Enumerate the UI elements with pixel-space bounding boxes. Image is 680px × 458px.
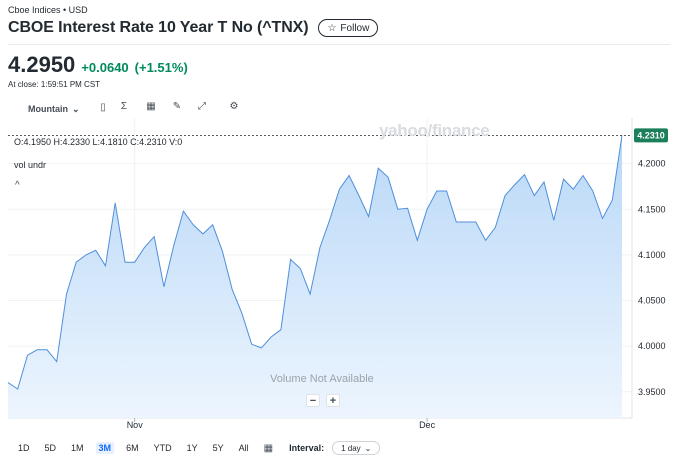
last-price-badge-bg bbox=[634, 128, 668, 143]
range-6m[interactable]: 6M bbox=[126, 443, 139, 453]
x-tick-label: Nov bbox=[127, 420, 144, 430]
chart-mode-label: Mountain bbox=[28, 104, 68, 114]
range-5d[interactable]: 5D bbox=[44, 443, 57, 453]
y-tick-label: 4.2000 bbox=[638, 159, 666, 169]
y-axis: 4.2000 4.1500 4.1000 4.0500 4.0000 3.9500 bbox=[638, 159, 666, 397]
zoom-in-button[interactable]: + bbox=[326, 394, 340, 407]
last-price-label: 4.2310 bbox=[637, 130, 665, 140]
sigma-icon[interactable]: Σ bbox=[120, 101, 128, 112]
range-3m[interactable]: 3M bbox=[95, 442, 115, 454]
chevron-down-icon: ⌄ bbox=[364, 443, 372, 453]
x-axis: NovDec2026 bbox=[127, 418, 436, 430]
y-tick-label: 4.0500 bbox=[638, 296, 666, 306]
chart-area-fill bbox=[8, 135, 622, 419]
zoom-controls: − + bbox=[306, 394, 340, 407]
title-row: CBOE Interest Rate 10 Year T No (^TNX) ☆… bbox=[8, 19, 379, 37]
chart-series-line bbox=[7, 135, 623, 390]
price-change-pct: (+1.51%) bbox=[134, 60, 188, 75]
yahoo-finance-watermark: yahoo/finance bbox=[379, 121, 490, 140]
collapse-icon[interactable]: ^ bbox=[15, 180, 20, 191]
calendar-events-icon[interactable]: ▦ bbox=[146, 101, 156, 112]
exchange-label: Cboe Indices • USD bbox=[8, 5, 88, 15]
follow-label: Follow bbox=[340, 22, 370, 34]
star-icon: ☆ bbox=[327, 22, 337, 34]
draw-icon[interactable]: ✎ bbox=[172, 101, 182, 112]
indicators-icon[interactable]: ▯ bbox=[100, 102, 106, 113]
price-value: 4.2950 bbox=[8, 52, 76, 77]
x-tick-label: Dec bbox=[419, 420, 436, 430]
interval-dropdown[interactable]: 1 day ⌄ bbox=[332, 441, 381, 455]
range-1m[interactable]: 1M bbox=[71, 443, 84, 453]
last-price-badge: 4.2310 bbox=[634, 128, 668, 143]
range-1y[interactable]: 1Y bbox=[186, 443, 198, 453]
quote-row: 4.2950 +0.0640 (+1.51%) bbox=[8, 52, 188, 78]
header-divider bbox=[8, 44, 670, 45]
volume-indicator-label: vol undr bbox=[14, 160, 47, 170]
range-5y[interactable]: 5Y bbox=[212, 443, 224, 453]
page-title: CBOE Interest Rate 10 Year T No (^TNX) bbox=[8, 19, 309, 36]
y-tick-label: 3.9500 bbox=[638, 387, 666, 397]
ohlc-readout: O:4.1950 H:4.2330 L:4.1810 C:4.2310 V:0 bbox=[14, 137, 183, 147]
y-tick-label: 4.1000 bbox=[638, 250, 666, 260]
price-chart[interactable]: 4.2000 4.1500 4.1000 4.0500 4.0000 3.9500 Nov… bbox=[0, 118, 680, 436]
range-all[interactable]: All bbox=[238, 443, 249, 453]
chart-mode-dropdown[interactable]: Mountain ⌄ bbox=[28, 104, 80, 115]
price-change: +0.0640 bbox=[81, 60, 129, 75]
chart-toolbar: Mountain ⌄ bbox=[20, 100, 80, 118]
settings-icon[interactable]: ⚙ bbox=[229, 101, 239, 112]
calendar-icon[interactable]: ▦ bbox=[263, 442, 274, 454]
interval-label: Interval: bbox=[289, 443, 325, 453]
interval-value: 1 day bbox=[341, 443, 361, 453]
y-tick-label: 4.1500 bbox=[638, 204, 666, 214]
range-ytd[interactable]: YTD bbox=[153, 443, 172, 453]
range-1d[interactable]: 1D bbox=[18, 443, 30, 453]
chevron-down-icon: ⌄ bbox=[72, 103, 80, 114]
volume-not-available: Volume Not Available bbox=[270, 373, 374, 385]
close-time: At close: 1:59:51 PM CST bbox=[8, 80, 101, 89]
fullscreen-icon[interactable]: ⤢ bbox=[198, 101, 206, 112]
follow-button[interactable]: ☆ Follow bbox=[318, 19, 379, 37]
zoom-out-button[interactable]: − bbox=[306, 394, 320, 407]
y-tick-label: 4.0000 bbox=[638, 341, 666, 351]
range-bar: 1D 5D 1M 3M 6M YTD 1Y 5Y All ▦ Interval:… bbox=[18, 440, 381, 456]
